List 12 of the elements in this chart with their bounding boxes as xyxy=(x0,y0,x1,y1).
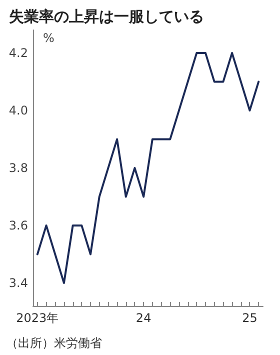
y-tick-label: 3.4 xyxy=(8,276,28,290)
text: （出所）米労働省 xyxy=(6,336,102,350)
y-tick-label: 3.8 xyxy=(8,161,28,175)
x-tick-label: 25 xyxy=(242,311,258,325)
chart-title: 失業率の上昇は一服している xyxy=(9,8,204,26)
y-tick-label: 4.2 xyxy=(8,46,28,60)
x-tick-label: 2023年 xyxy=(16,311,59,325)
y-tick-label: 3.6 xyxy=(8,218,28,232)
line-series xyxy=(36,52,260,284)
y-tick-label: 4.0 xyxy=(8,104,28,118)
x-tick-label: 24 xyxy=(136,311,152,325)
y-axis-title: % xyxy=(43,31,54,45)
